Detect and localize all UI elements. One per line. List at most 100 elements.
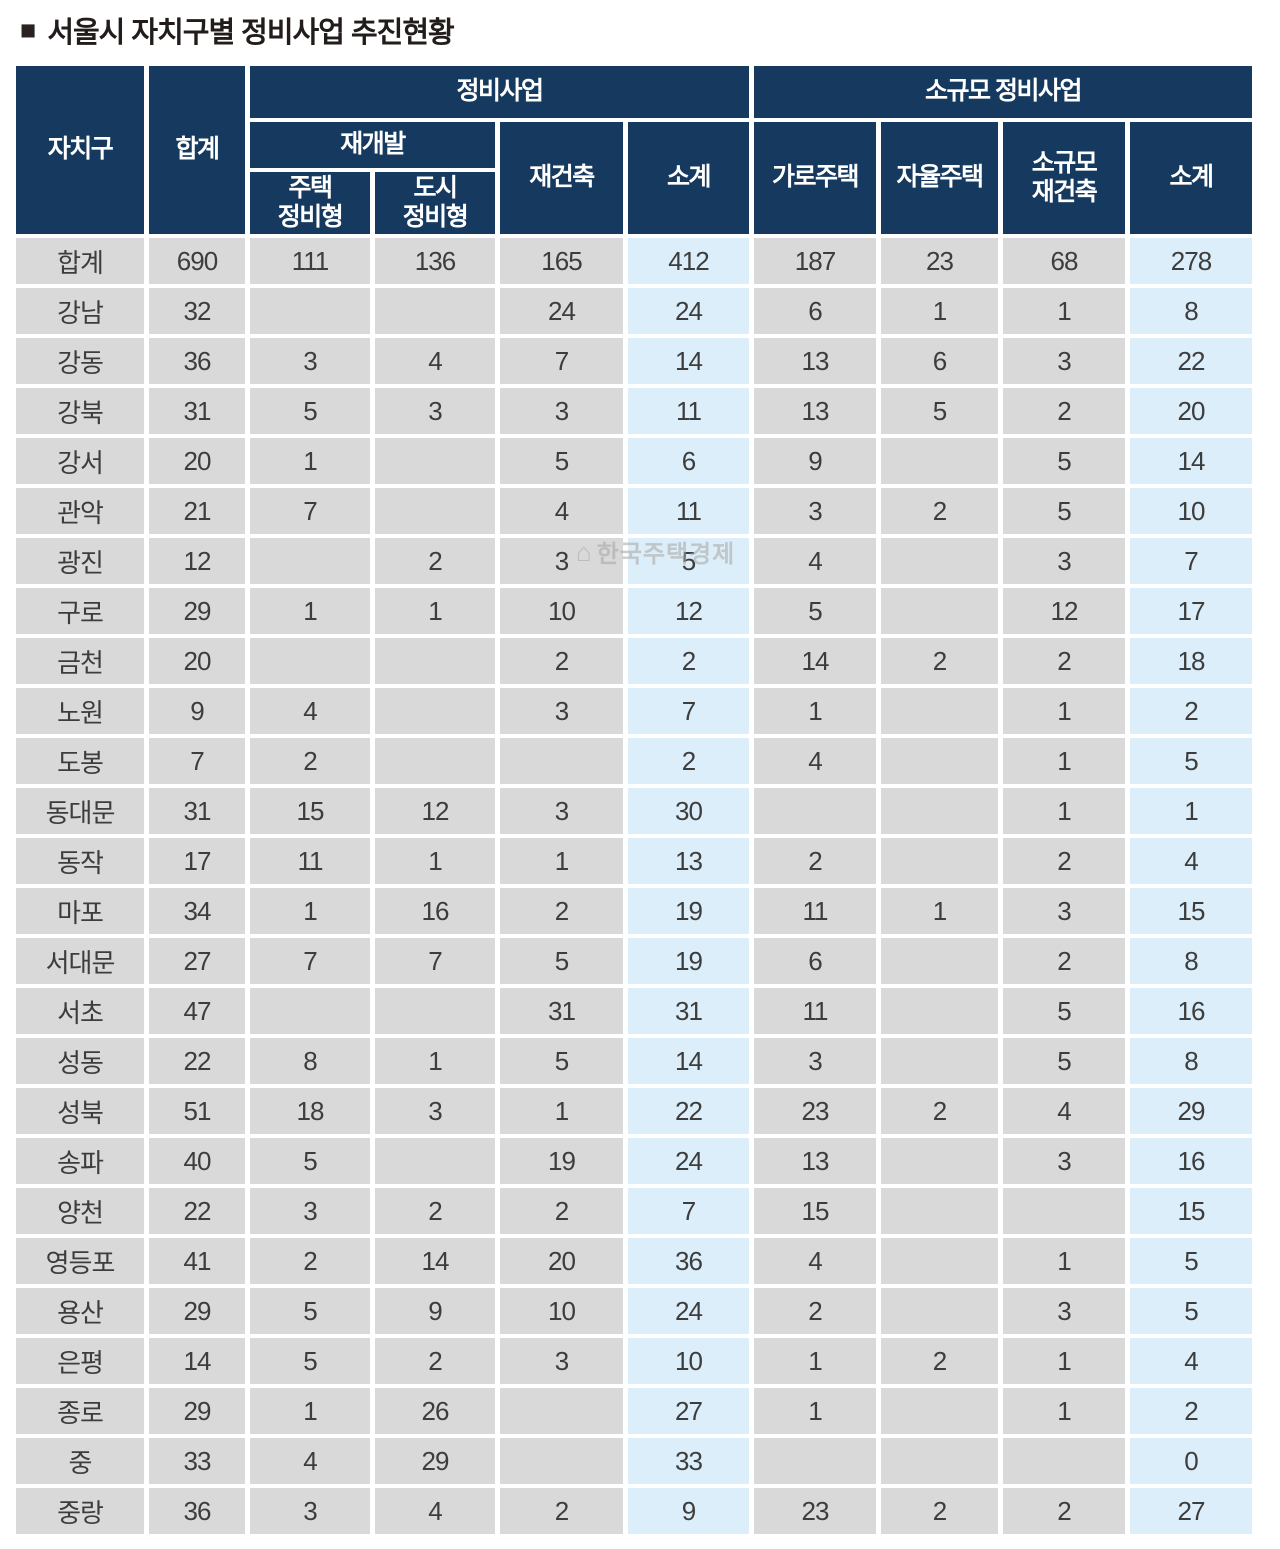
- table-row: 강서 20 1 5 6 9 5 14: [16, 438, 1252, 484]
- cell-autonomous_housing: [881, 538, 998, 584]
- cell-total: 29: [149, 1288, 245, 1334]
- cell-subtotal_small: 15: [1130, 888, 1252, 934]
- cell-subtotal_main: 31: [628, 988, 749, 1034]
- cell-autonomous_housing: [881, 1188, 998, 1234]
- cell-housing_redev: 1: [250, 588, 370, 634]
- cell-housing_redev: [250, 638, 370, 684]
- cell-subtotal_small: 2: [1130, 1388, 1252, 1434]
- cell-reconstruction: 5: [500, 938, 623, 984]
- cell-subtotal_small: 4: [1130, 1338, 1252, 1384]
- cell-autonomous_housing: 23: [881, 238, 998, 284]
- cell-subtotal_small: 14: [1130, 438, 1252, 484]
- cell-small_reconstruction: 1: [1003, 738, 1125, 784]
- cell-street_housing: 11: [754, 888, 876, 934]
- table-container: 자치구 합계 정비사업 소규모 정비사업 재개발 재건축 소계 가로주택 자율주…: [16, 62, 1264, 1538]
- table-row: 동작 17 11 1 1 13 2 2 4: [16, 838, 1252, 884]
- cell-street_housing: 1: [754, 1338, 876, 1384]
- cell-street_housing: 2: [754, 1288, 876, 1334]
- cell-reconstruction: 10: [500, 1288, 623, 1334]
- cell-small_reconstruction: 68: [1003, 238, 1125, 284]
- cell-housing_redev: 1: [250, 1388, 370, 1434]
- cell-small_reconstruction: 5: [1003, 988, 1125, 1034]
- cell-small_reconstruction: 4: [1003, 1088, 1125, 1134]
- cell-total: 14: [149, 1338, 245, 1384]
- cell-subtotal_main: 7: [628, 1188, 749, 1234]
- cell-subtotal_small: 27: [1130, 1488, 1252, 1534]
- cell-street_housing: 23: [754, 1488, 876, 1534]
- cell-total: 9: [149, 688, 245, 734]
- cell-district: 종로: [16, 1388, 144, 1434]
- cell-urban_redev: 9: [375, 1288, 495, 1334]
- table-row: 중랑 36 3 4 2 9 23 2 2 27: [16, 1488, 1252, 1534]
- cell-reconstruction: 3: [500, 1338, 623, 1384]
- cell-housing_redev: 2: [250, 738, 370, 784]
- cell-reconstruction: 31: [500, 988, 623, 1034]
- col-header-reconstruction: 재건축: [500, 122, 623, 234]
- col-header-subtotal-small: 소계: [1130, 122, 1252, 234]
- cell-street_housing: 6: [754, 288, 876, 334]
- cell-street_housing: 2: [754, 838, 876, 884]
- cell-autonomous_housing: 2: [881, 1088, 998, 1134]
- cell-district: 용산: [16, 1288, 144, 1334]
- cell-reconstruction: 1: [500, 1088, 623, 1134]
- cell-autonomous_housing: [881, 688, 998, 734]
- table-row: 관악 21 7 4 11 3 2 5 10: [16, 488, 1252, 534]
- cell-district: 영등포: [16, 1238, 144, 1284]
- cell-small_reconstruction: 2: [1003, 388, 1125, 434]
- cell-small_reconstruction: 1: [1003, 688, 1125, 734]
- cell-housing_redev: 15: [250, 788, 370, 834]
- cell-subtotal_main: 14: [628, 1038, 749, 1084]
- cell-housing_redev: 5: [250, 1138, 370, 1184]
- cell-urban_redev: [375, 488, 495, 534]
- cell-district: 마포: [16, 888, 144, 934]
- cell-autonomous_housing: [881, 1388, 998, 1434]
- cell-subtotal_small: 15: [1130, 1188, 1252, 1234]
- cell-reconstruction: [500, 1388, 623, 1434]
- cell-autonomous_housing: [881, 838, 998, 884]
- cell-reconstruction: 20: [500, 1238, 623, 1284]
- table-row: 성북 51 18 3 1 22 23 2 4 29: [16, 1088, 1252, 1134]
- table-row: 서대문 27 7 7 5 19 6 2 8: [16, 938, 1252, 984]
- cell-small_reconstruction: [1003, 1188, 1125, 1234]
- cell-small_reconstruction: 12: [1003, 588, 1125, 634]
- cell-subtotal_main: 13: [628, 838, 749, 884]
- cell-housing_redev: [250, 988, 370, 1034]
- cell-urban_redev: 4: [375, 338, 495, 384]
- cell-urban_redev: [375, 638, 495, 684]
- cell-total: 33: [149, 1438, 245, 1484]
- cell-subtotal_small: 2: [1130, 688, 1252, 734]
- cell-street_housing: 11: [754, 988, 876, 1034]
- cell-subtotal_small: 278: [1130, 238, 1252, 284]
- cell-subtotal_main: 9: [628, 1488, 749, 1534]
- cell-subtotal_main: 33: [628, 1438, 749, 1484]
- table-row: 동대문 31 15 12 3 30 1 1: [16, 788, 1252, 834]
- cell-urban_redev: 4: [375, 1488, 495, 1534]
- cell-street_housing: 4: [754, 1238, 876, 1284]
- cell-reconstruction: 165: [500, 238, 623, 284]
- cell-district: 도봉: [16, 738, 144, 784]
- cell-total: 36: [149, 338, 245, 384]
- cell-urban_redev: [375, 988, 495, 1034]
- cell-subtotal_main: 19: [628, 938, 749, 984]
- cell-small_reconstruction: 3: [1003, 1288, 1125, 1334]
- cell-reconstruction: 3: [500, 788, 623, 834]
- cell-subtotal_main: 30: [628, 788, 749, 834]
- cell-street_housing: 3: [754, 1038, 876, 1084]
- cell-urban_redev: [375, 1138, 495, 1184]
- cell-total: 20: [149, 638, 245, 684]
- cell-urban_redev: 136: [375, 238, 495, 284]
- table-row: 도봉 7 2 2 4 1 5: [16, 738, 1252, 784]
- cell-total: 27: [149, 938, 245, 984]
- cell-district: 서초: [16, 988, 144, 1034]
- cell-total: 690: [149, 238, 245, 284]
- cell-small_reconstruction: 2: [1003, 638, 1125, 684]
- cell-district: 합계: [16, 238, 144, 284]
- cell-street_housing: 23: [754, 1088, 876, 1134]
- cell-small_reconstruction: 2: [1003, 938, 1125, 984]
- cell-small_reconstruction: 3: [1003, 338, 1125, 384]
- group-header-small-projects: 소규모 정비사업: [754, 66, 1252, 118]
- cell-small_reconstruction: 1: [1003, 1338, 1125, 1384]
- cell-reconstruction: [500, 738, 623, 784]
- cell-housing_redev: 3: [250, 338, 370, 384]
